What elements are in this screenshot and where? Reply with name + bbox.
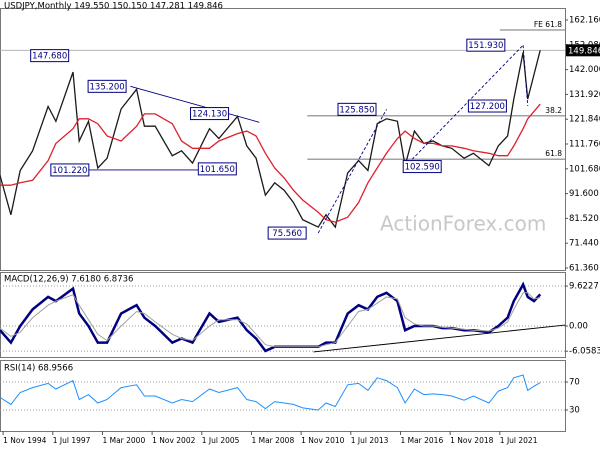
x-tick-label: 1 Jul 2013: [351, 436, 389, 445]
trendline: [404, 44, 524, 167]
x-tick-label: 1 Jul 1997: [53, 436, 91, 445]
series-line: [0, 292, 541, 348]
trendline: [130, 85, 260, 123]
y-tick-label: 162.160: [569, 16, 600, 26]
price-panel: [0, 8, 566, 271]
price-label: 102.590: [405, 163, 440, 173]
price-label: 127.200: [470, 102, 505, 112]
y-tick-label: 70: [569, 378, 580, 388]
y-tick-label: 81.520: [569, 214, 599, 224]
price-label: 101.650: [200, 165, 235, 175]
y-tick-label: 131.920: [569, 90, 600, 100]
fib-level-label: 61.8: [545, 149, 562, 158]
price-label: 151.930: [468, 41, 503, 51]
price-label-box: [197, 162, 237, 176]
price-label: 147.680: [32, 52, 67, 62]
series-line: [0, 50, 541, 229]
x-tick-label: 1 Nov 2002: [152, 436, 195, 445]
indicator-trendline: [313, 324, 566, 353]
indicator-title: RSI(14) 68.9566: [4, 364, 73, 374]
x-tick-label: 1 Nov 2010: [301, 436, 344, 445]
watermark: ActionForex.com: [380, 212, 546, 236]
x-tick-label: 1 Nov 2018: [450, 436, 493, 445]
price-label: 135.200: [90, 82, 125, 92]
price-label: 125.850: [339, 105, 374, 115]
chart-title: USDJPY,Monthly 149.550 150.150 147.281 1…: [4, 2, 223, 12]
y-tick-label: 91.600: [569, 189, 599, 199]
y-tick-label: 142.000: [569, 65, 600, 75]
y-tick-label: 61.360: [569, 264, 599, 274]
series-line: [0, 281, 542, 353]
last-price-label: 149.846: [568, 46, 600, 56]
price-label-box: [87, 79, 127, 93]
price-label-box: [30, 49, 70, 63]
y-tick-label: 0.00: [569, 322, 588, 332]
price-label-box: [267, 226, 307, 240]
y-tick-label: 121.840: [569, 115, 600, 125]
fib-level-label: FE 61.8: [534, 20, 562, 29]
price-label-box: [190, 107, 230, 121]
x-tick-label: 1 Mar 2008: [251, 436, 294, 445]
price-label: 75.560: [272, 229, 302, 239]
trendline: [522, 45, 529, 107]
price-label: 124.130: [192, 110, 227, 120]
indicator-title: MACD(12,26,9) 7.6180 6.8736: [4, 275, 133, 285]
y-tick-label: 101.680: [569, 164, 600, 174]
price-label-box: [50, 163, 90, 177]
price-label-box: [467, 99, 507, 113]
y-tick-label: 71.440: [569, 239, 599, 249]
price-label-box: [337, 102, 377, 116]
x-tick-label: 1 Mar 2016: [400, 436, 443, 445]
last-price-tag: [566, 44, 600, 57]
x-tick-label: 1 Mar 2000: [102, 436, 145, 445]
y-tick-label: 30: [569, 406, 580, 416]
price-label: 101.220: [52, 166, 87, 176]
series-line: [0, 103, 541, 223]
series-line: [0, 374, 541, 411]
fib-level-label: 38.2: [545, 106, 562, 115]
y-tick-label: 111.760: [569, 140, 600, 150]
x-tick-label: 1 Jul 2005: [202, 436, 240, 445]
rsi-panel: [0, 360, 566, 432]
x-tick-label: 1 Nov 1994: [3, 436, 46, 445]
x-tick-label: 1 Jul 2021: [500, 436, 538, 445]
y-tick-label: 9.6227: [569, 282, 599, 292]
price-label-box: [466, 38, 506, 52]
trendline: [317, 109, 387, 234]
macd-panel: [0, 272, 566, 358]
price-label-box: [402, 160, 442, 174]
y-tick-label: -6.0583: [569, 347, 600, 357]
